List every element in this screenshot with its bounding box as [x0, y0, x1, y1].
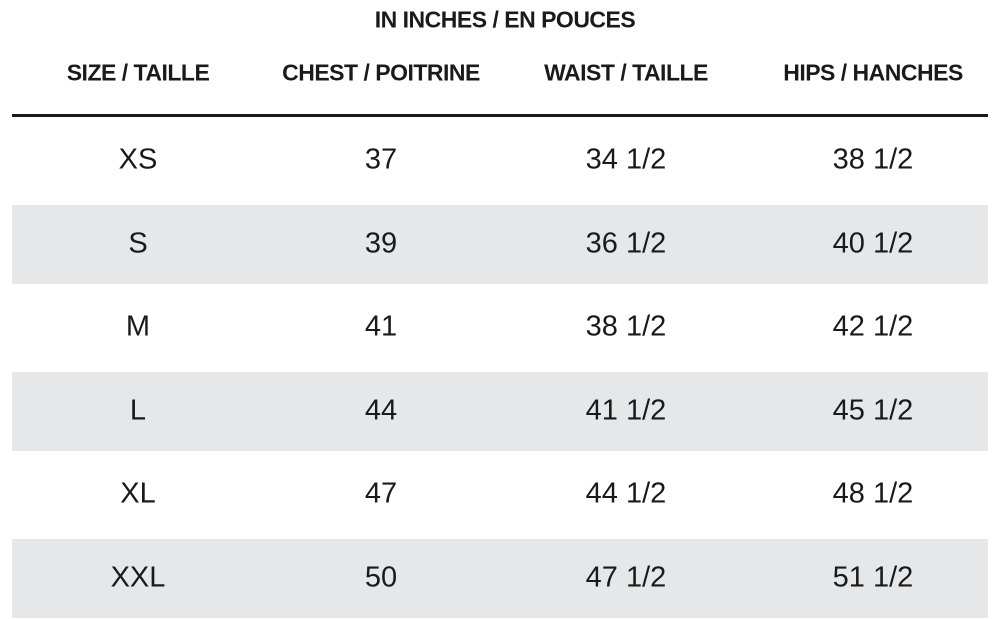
header-rule — [12, 114, 988, 117]
row-shading — [12, 204, 988, 284]
measure-cell: 42 1/2 — [832, 310, 914, 343]
measure-cell: 47 — [364, 477, 398, 510]
column-header: HIPS / HANCHES — [783, 59, 963, 86]
measure-cell: 36 1/2 — [585, 227, 667, 260]
size-cell: XL — [120, 477, 156, 510]
measure-cell: 38 1/2 — [585, 310, 667, 343]
row-shading — [12, 371, 988, 451]
measure-cell: 44 1/2 — [585, 477, 667, 510]
column-header: CHEST / POITRINE — [282, 59, 480, 86]
measure-cell: 41 — [364, 310, 398, 343]
measure-cell: 50 — [364, 561, 398, 594]
measure-cell: 48 1/2 — [832, 477, 914, 510]
measure-cell: 47 1/2 — [585, 561, 667, 594]
measure-cell: 37 — [364, 143, 398, 176]
column-header: SIZE / TAILLE — [66, 59, 210, 86]
measure-cell: 45 1/2 — [832, 394, 914, 427]
row-shading — [12, 539, 988, 618]
size-cell: M — [125, 310, 151, 343]
size-cell: XXL — [110, 561, 166, 594]
table-caption: IN INCHES / EN POUCES — [374, 6, 636, 33]
column-header: WAIST / TAILLE — [544, 59, 708, 86]
measure-cell: 34 1/2 — [585, 143, 667, 176]
measure-cell: 51 1/2 — [832, 561, 914, 594]
size-cell: XS — [118, 143, 158, 176]
measure-cell: 40 1/2 — [832, 227, 914, 260]
size-cell: L — [129, 394, 147, 427]
measure-cell: 38 1/2 — [832, 143, 914, 176]
measure-cell: 41 1/2 — [585, 394, 667, 427]
measure-cell: 44 — [364, 394, 398, 427]
measure-cell: 39 — [364, 227, 398, 260]
size-cell: S — [128, 227, 148, 260]
